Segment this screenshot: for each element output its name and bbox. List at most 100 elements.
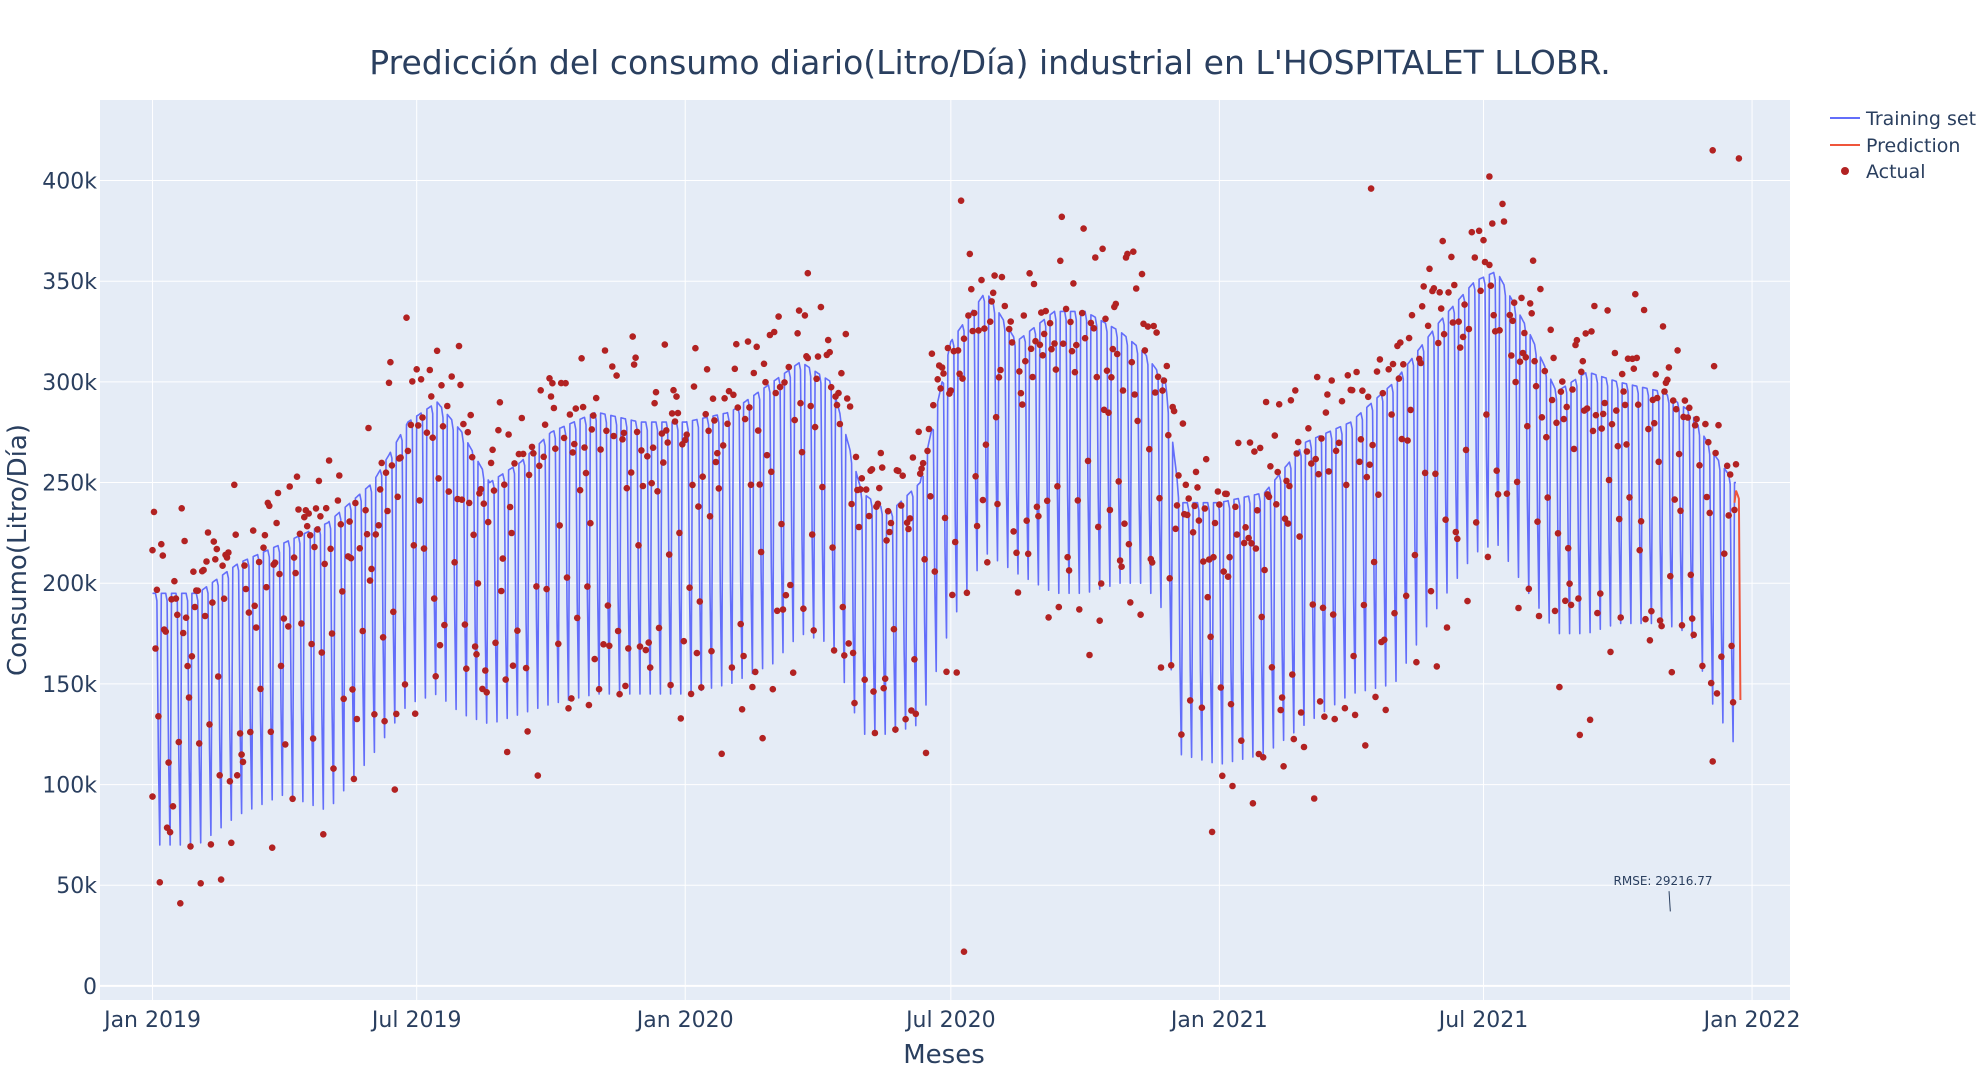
actual-point (169, 803, 177, 810)
x-axis-ticks: Jan 2019 Jul 2019 Jan 2020 Jul 2020 Jan 2021… (102, 1008, 1800, 1033)
actual-point (1357, 436, 1365, 443)
actual-point (1297, 709, 1305, 716)
actual-point (1211, 519, 1219, 527)
actual-point (1532, 382, 1540, 390)
actual-point (1331, 715, 1338, 723)
actual-point (1513, 478, 1521, 486)
actual-point (1646, 637, 1654, 644)
actual-point (1534, 518, 1541, 525)
actual-point (1678, 622, 1686, 629)
actual-point (619, 436, 626, 443)
actual-point (1284, 520, 1292, 527)
actual-point (1518, 294, 1525, 302)
actual-point (1681, 397, 1689, 404)
actual-point (1664, 376, 1671, 384)
actual-point (1179, 420, 1187, 427)
actual-point (585, 701, 593, 709)
actual-point (550, 404, 558, 412)
actual-point (1146, 445, 1153, 453)
actual-point (1690, 631, 1697, 639)
actual-point (1130, 248, 1137, 255)
actual-point (1570, 445, 1578, 453)
actual-point (890, 625, 898, 633)
actual-point (919, 459, 927, 467)
actual-point (979, 496, 987, 504)
actual-point (814, 353, 822, 360)
actual-point (172, 595, 180, 602)
actual-point (943, 668, 950, 676)
actual-point (1607, 648, 1614, 656)
legend-item-prediction[interactable]: Prediction (1830, 135, 1960, 157)
actual-point (366, 577, 374, 584)
actual-point (298, 620, 305, 627)
actual-point (1500, 218, 1508, 225)
actual-point (568, 695, 575, 702)
actual-point (166, 828, 174, 836)
actual-point (1553, 419, 1560, 427)
actual-point (1461, 301, 1468, 308)
actual-point (1543, 433, 1550, 441)
actual-point (757, 548, 765, 556)
actual-point (674, 409, 682, 417)
actual-point (385, 379, 393, 387)
actual-point (1407, 406, 1414, 414)
actual-point (1715, 421, 1722, 429)
actual-point (191, 603, 199, 611)
actual-point (654, 488, 661, 495)
actual-point (1632, 290, 1639, 298)
actual-point (293, 473, 301, 481)
actual-point (829, 544, 836, 551)
actual-point (635, 542, 642, 549)
actual-point (794, 330, 801, 337)
actual-point (1156, 494, 1163, 502)
actual-point (565, 705, 572, 712)
actual-point (461, 621, 469, 628)
actual-point (1400, 361, 1407, 368)
actual-point (938, 364, 946, 371)
actual-point (1035, 512, 1042, 520)
actual-point (627, 469, 635, 476)
actual-point (1483, 411, 1490, 418)
actual-point (965, 312, 972, 319)
actual-point (928, 350, 936, 358)
actual-point (1125, 540, 1133, 548)
actual-point (390, 608, 397, 616)
actual-point (660, 459, 667, 466)
actual-point (1064, 553, 1071, 561)
actual-point (692, 344, 699, 352)
actual-point (991, 272, 998, 279)
actual-point (195, 740, 203, 747)
actual-point (925, 425, 933, 433)
actual-point (841, 652, 848, 659)
actual-point (1048, 345, 1055, 353)
legend-item-training[interactable]: Training set (1830, 108, 1976, 130)
actual-point (306, 532, 314, 539)
actual-point (359, 627, 367, 635)
actual-point (536, 462, 543, 470)
actual-point (1051, 340, 1058, 347)
actual-point (1029, 373, 1036, 381)
actual-point (1376, 356, 1384, 363)
actual-point (1735, 155, 1743, 162)
actual-point (451, 559, 458, 566)
actual-point (1490, 311, 1497, 319)
actual-point (178, 505, 185, 512)
actual-point (1057, 257, 1064, 265)
actual-point (1360, 601, 1368, 609)
actual-point (973, 522, 981, 530)
actual-point (1329, 611, 1337, 618)
actual-point (458, 496, 466, 504)
actual-point (1160, 377, 1168, 384)
actual-point (972, 473, 979, 480)
actual-point (187, 843, 194, 850)
actual-point (1594, 609, 1601, 617)
actual-point (852, 453, 860, 461)
actual-point (1251, 448, 1258, 455)
actual-point (334, 497, 342, 504)
actual-point (1351, 711, 1359, 719)
actual-point (636, 643, 644, 650)
legend-item-actual[interactable]: Actual (1841, 161, 1926, 183)
actual-point (984, 559, 991, 566)
actual-point (966, 250, 974, 258)
actual-point (992, 413, 1000, 421)
